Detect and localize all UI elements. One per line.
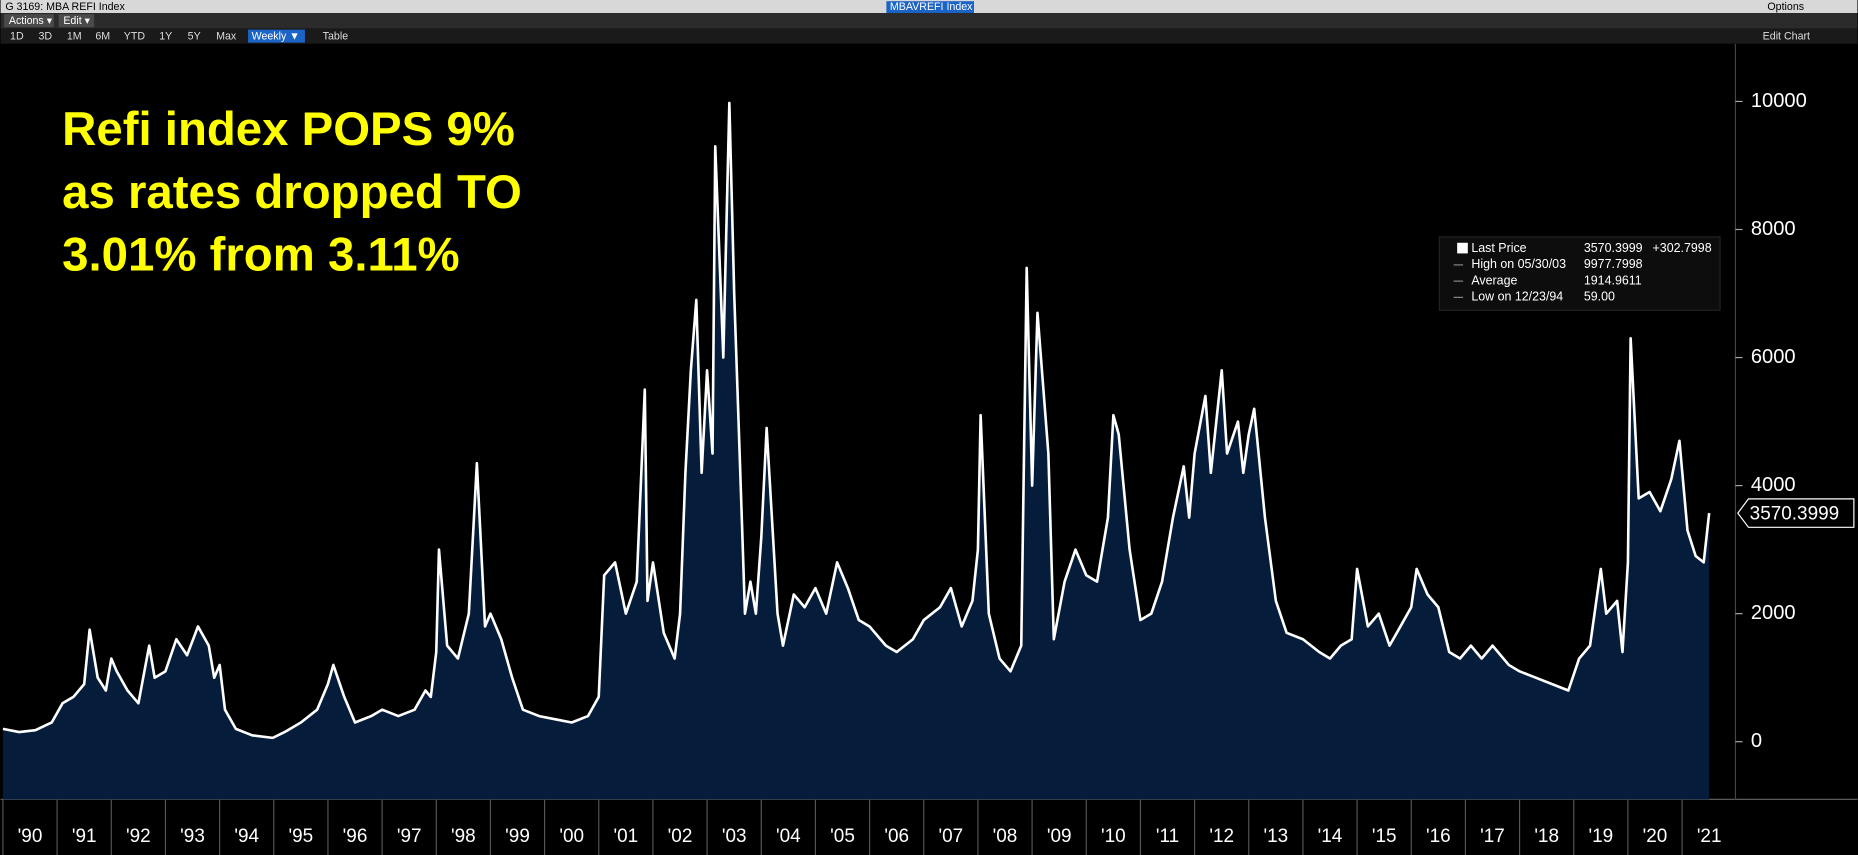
x-tick-label: '95 [289, 826, 314, 847]
x-tick-label: '15 [1372, 826, 1397, 847]
edit-chart[interactable]: Edit Chart [1763, 31, 1810, 43]
x-tick-label: '20 [1643, 826, 1668, 847]
x-tick-label: '97 [397, 826, 422, 847]
x-tick-label: '91 [72, 826, 97, 847]
x-tick-label: '11 [1156, 826, 1179, 847]
legend-value: 9977.7998 [1584, 257, 1643, 271]
x-tick-label: '13 [1263, 826, 1288, 847]
x-tick-label: '05 [830, 826, 855, 847]
x-tick-label: '16 [1426, 826, 1451, 847]
x-tick-label: '18 [1534, 826, 1559, 847]
last-price-label: 3570.3999 [1750, 503, 1840, 524]
x-tick-label: '12 [1209, 826, 1234, 847]
ticker-box[interactable] [886, 1, 974, 14]
range-button[interactable]: 1D [10, 31, 24, 43]
x-tick-label: '98 [451, 826, 476, 847]
menu-bar [0, 13, 1858, 29]
x-tick-label: '21 [1697, 826, 1722, 847]
legend-label: Average [1471, 273, 1517, 287]
x-tick-label: '01 [614, 826, 639, 847]
x-tick-label: '14 [1318, 826, 1343, 847]
y-tick-label: 4000 [1751, 474, 1796, 496]
menu-button[interactable] [4, 14, 54, 28]
legend-value: 1914.9611 [1584, 273, 1642, 287]
x-tick-label: '02 [668, 826, 693, 847]
x-tick-label: '00 [559, 826, 584, 847]
menu-label[interactable]: Actions ▾ [9, 15, 53, 27]
range-button[interactable]: 1M [67, 31, 82, 43]
y-tick-label: 2000 [1751, 602, 1796, 624]
legend-label: Low on 12/23/94 [1471, 290, 1563, 304]
options[interactable]: Options [1767, 1, 1804, 13]
frequency-box[interactable] [248, 29, 305, 43]
frequency[interactable]: Weekly ▼ [252, 31, 300, 43]
x-tick-label: '92 [126, 826, 151, 847]
range-button[interactable]: 1Y [159, 31, 172, 43]
x-tick-label: '90 [18, 826, 43, 847]
range-button[interactable]: Max [216, 31, 237, 43]
legend-swatch [1457, 242, 1468, 254]
menu-label[interactable]: Edit ▾ [63, 15, 90, 27]
range-button[interactable]: 6M [95, 31, 110, 43]
legend-change: +302.7998 [1653, 241, 1712, 255]
area [2, 102, 1710, 800]
range-button[interactable]: 3D [38, 31, 52, 43]
x-tick-label: '17 [1480, 826, 1505, 847]
legend-value: 3570.3999 [1584, 241, 1643, 255]
x-tick-label: '04 [776, 826, 801, 847]
annotation: 3.01% from 3.11% [62, 229, 460, 282]
menu-button[interactable] [58, 14, 95, 28]
toolbar [0, 28, 1858, 44]
line [2, 101, 1711, 740]
x-tick-label: '99 [505, 826, 530, 847]
x-tick-label: '94 [234, 826, 259, 847]
x-tick-label: '03 [722, 826, 747, 847]
legend-label: Last Price [1471, 241, 1526, 255]
legend-label: High on 05/30/03 [1471, 257, 1566, 271]
y-tick-label: 8000 [1751, 218, 1796, 240]
legend-box [1438, 236, 1721, 311]
x-tick-label: '19 [1588, 826, 1613, 847]
ticker[interactable]: MBAVREFI Index [890, 1, 973, 13]
x-tick-label: '07 [939, 826, 964, 847]
annotation: Refi index POPS 9% [62, 103, 515, 156]
x-tick-label: '09 [1047, 826, 1072, 847]
y-tick-label: 10000 [1751, 90, 1807, 112]
x-tick-label: '06 [884, 826, 909, 847]
x-tick-label: '10 [1101, 826, 1126, 847]
table-button[interactable]: Table [323, 31, 349, 43]
legend-value: 59.00 [1584, 290, 1615, 304]
x-tick-label: '08 [993, 826, 1018, 847]
y-tick-label: 0 [1751, 730, 1762, 752]
x-tick-label: '96 [343, 826, 368, 847]
window-title: G 3169: MBA REFI Index [5, 1, 125, 13]
last-price-tag [1737, 498, 1855, 528]
range-button[interactable]: 5Y [188, 31, 201, 43]
annotation: as rates dropped TO [62, 166, 522, 219]
x-tick-label: '93 [180, 826, 205, 847]
y-tick-label: 6000 [1751, 346, 1796, 368]
range-button[interactable]: YTD [124, 31, 146, 43]
